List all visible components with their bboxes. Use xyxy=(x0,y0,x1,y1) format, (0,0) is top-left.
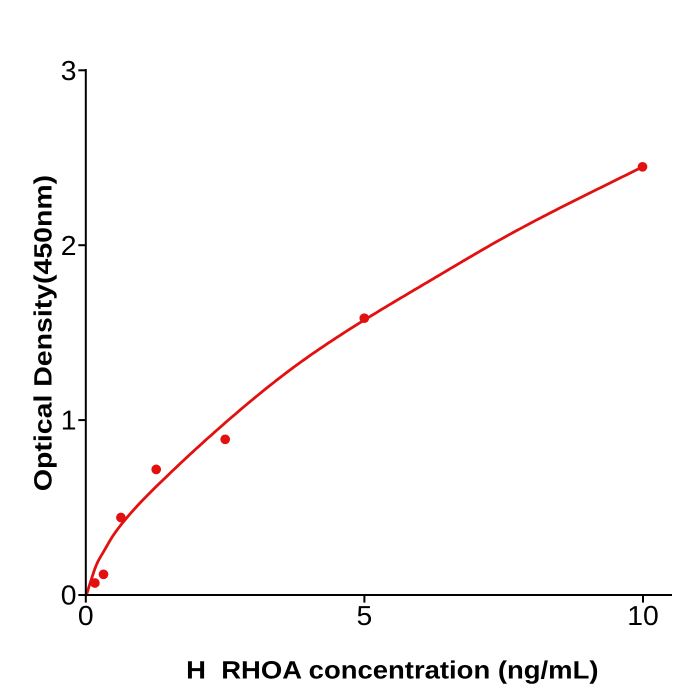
svg-text:5: 5 xyxy=(357,600,373,631)
svg-text:3: 3 xyxy=(61,55,77,86)
svg-text:0: 0 xyxy=(61,580,77,611)
svg-text:10: 10 xyxy=(627,600,659,631)
svg-text:1: 1 xyxy=(61,405,77,436)
svg-text:2: 2 xyxy=(61,230,77,261)
svg-text:0: 0 xyxy=(78,600,94,631)
svg-text:H RHOA concentration (ng/mL): H RHOA concentration (ng/mL) xyxy=(186,657,598,685)
svg-text:Optical Density(450nm): Optical Density(450nm) xyxy=(29,175,57,491)
